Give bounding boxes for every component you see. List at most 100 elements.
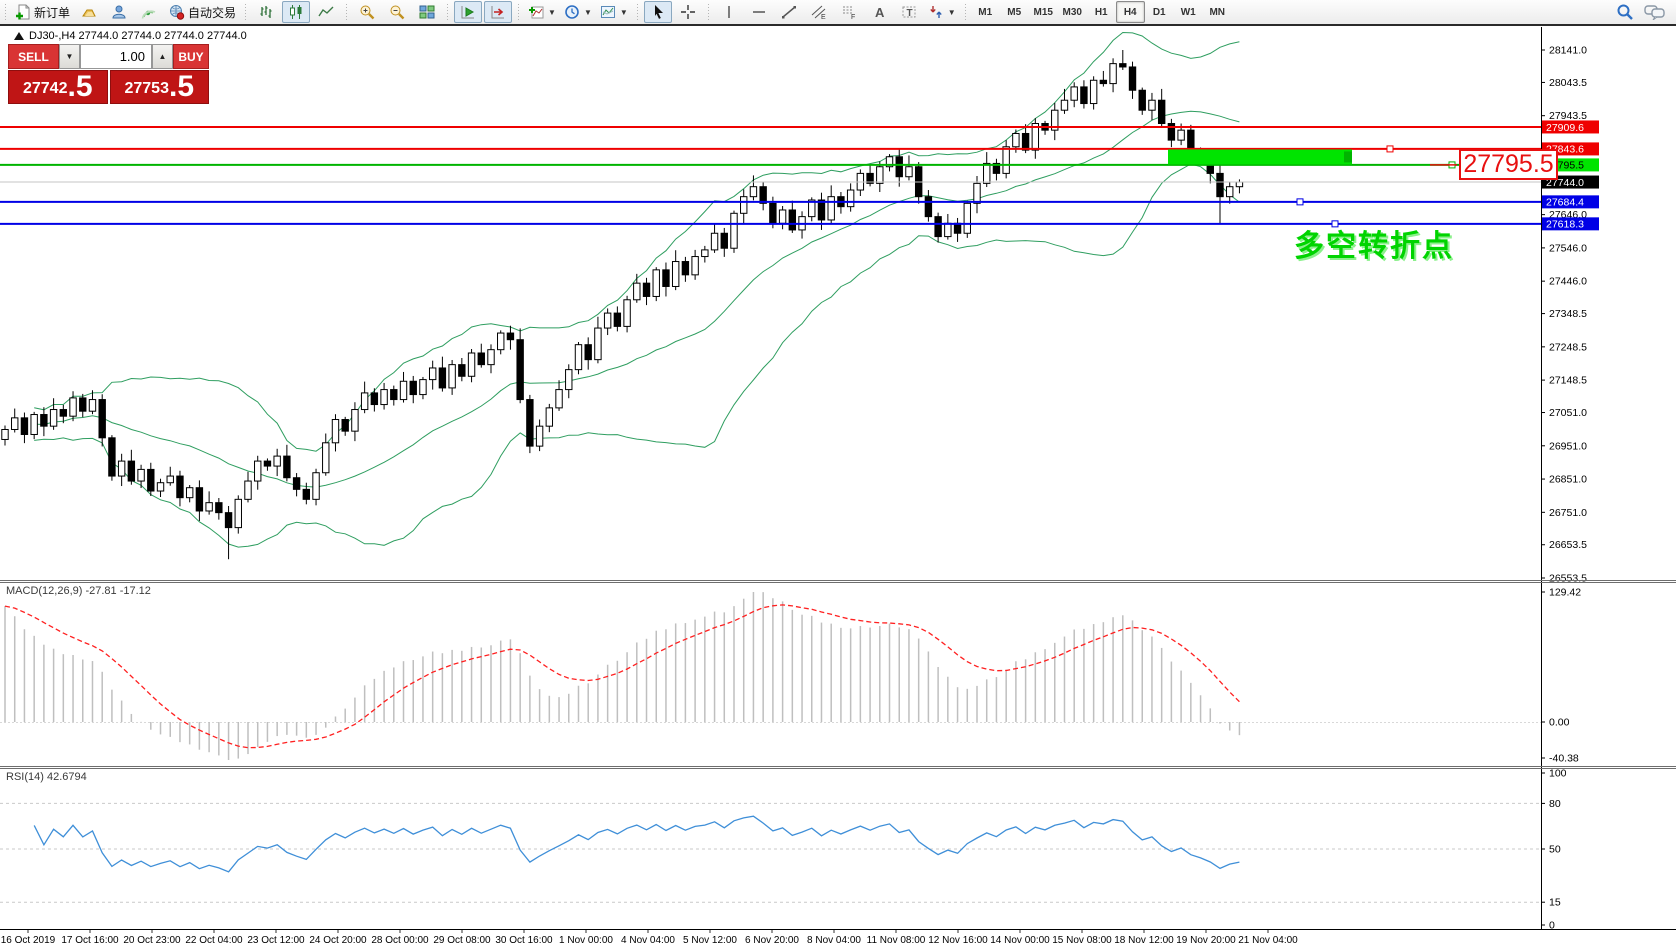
navigator-button[interactable] [105,1,133,23]
zoom-in-button[interactable] [353,1,381,23]
line-handle [1331,220,1339,228]
terminal-icon [141,10,156,19]
svg-text:27909.6: 27909.6 [1546,122,1584,134]
line-chart-button[interactable] [312,1,340,23]
candle-chart-button[interactable] [282,1,311,23]
price-callout-label[interactable]: 27795.5 [1459,149,1558,180]
market-watch-button[interactable] [75,1,103,23]
vertical-line-button[interactable] [715,1,743,23]
auto-scroll-button[interactable] [454,1,483,23]
tab-mn[interactable]: MN [1209,6,1225,18]
channel-icon: E [811,5,826,20]
tab-w1[interactable]: W1 [1180,6,1196,18]
indicators-button[interactable]: ▼ [525,1,559,23]
autotrading-icon [170,5,185,20]
text-label-button[interactable]: T [895,1,923,23]
hline-objects [0,125,1541,228]
green-highlight-rectangle [1168,149,1352,165]
trendline-button[interactable] [775,1,803,23]
volume-input[interactable]: 1.00 [80,44,152,69]
channel-button[interactable]: E [805,1,833,23]
symbol-arrow-icon [14,32,24,40]
zoom-out-button[interactable] [383,1,411,23]
crosshair-icon [680,5,695,19]
chevron-down-icon: ▼ [947,7,956,17]
fibonacci-button[interactable]: F [835,1,863,23]
svg-text:11 Nov 08:00: 11 Nov 08:00 [867,935,926,946]
svg-text:-40.38: -40.38 [1549,753,1579,765]
horizontal-line-button[interactable] [745,1,773,23]
svg-text:15: 15 [1549,897,1561,909]
svg-text:17 Oct 16:00: 17 Oct 16:00 [61,935,119,946]
toolbar-grip [634,4,640,20]
svg-text:27618.3: 27618.3 [1546,219,1584,231]
clock-icon [565,5,579,19]
chart-shift-button[interactable] [484,1,513,23]
buy-price-button[interactable]: 27753.5 [109,70,209,104]
autotrading-button[interactable]: 自动交易 [165,1,239,23]
search-icon[interactable] [1616,3,1634,21]
buy-button[interactable]: BUY [173,44,209,69]
svg-text:5 Nov 12:00: 5 Nov 12:00 [683,935,737,946]
svg-text:50: 50 [1549,844,1561,856]
tab-m15[interactable]: M15 [1033,6,1053,18]
chevron-down-icon: ▼ [583,7,592,17]
terminal-button[interactable] [135,1,163,23]
svg-text:129.42: 129.42 [1549,587,1581,599]
chart-annotation-text[interactable]: 多空转折点 [1294,230,1454,263]
buy-price-pips: .5 [168,70,195,103]
periods-button[interactable]: ▼ [561,1,595,23]
toolbar-grip [962,4,968,20]
svg-text:4 Nov 04:00: 4 Nov 04:00 [621,935,675,946]
autotrading-label: 自动交易 [188,5,237,20]
candle-chart-icon [290,5,302,19]
candles-group [1,50,1244,560]
svg-text:1 Nov 00:00: 1 Nov 00:00 [559,935,613,946]
svg-text:23 Oct 12:00: 23 Oct 12:00 [247,935,305,946]
svg-text:14 Nov 00:00: 14 Nov 00:00 [990,935,1050,946]
tile-windows-icon [419,5,435,19]
trendline-icon [781,6,796,19]
tab-m5[interactable]: M5 [1007,6,1022,18]
cursor-button[interactable] [643,1,672,23]
sell-price-button[interactable]: 27742.5 [8,70,108,104]
chart-ohlc-title: DJ30-,H4 27744.0 27744.0 27744.0 27744.0 [14,30,247,42]
market-watch-icon [82,9,96,17]
tile-windows-button[interactable] [413,1,441,23]
rsi-indicator-label: RSI(14) 42.6794 [6,771,87,783]
volume-up-button[interactable]: ▲ [152,44,173,69]
toolbar-grip [705,4,711,20]
tab-h4[interactable]: H4 [1115,1,1145,23]
tab-h1[interactable]: H1 [1094,6,1108,18]
sell-button[interactable]: SELL [8,44,59,69]
new-order-button[interactable]: 新订单 [12,1,73,23]
toolbar-grip [243,4,249,20]
volume-down-button[interactable]: ▼ [59,44,80,69]
one-click-trade-panel: SELL ▼ 1.00 ▲ BUY 27742.5 27753.5 [8,44,209,104]
tab-m1[interactable]: M1 [978,6,993,18]
svg-text:26653.5: 26653.5 [1549,539,1587,551]
tab-d1[interactable]: D1 [1152,6,1166,18]
svg-text:0.00: 0.00 [1549,717,1570,729]
svg-text:0: 0 [1549,920,1555,932]
svg-text:A: A [875,5,885,20]
sell-price-pips: .5 [67,70,93,103]
svg-text:27348.5: 27348.5 [1549,308,1587,320]
svg-text:26951.0: 26951.0 [1549,440,1587,452]
svg-text:19 Nov 20:00: 19 Nov 20:00 [1176,935,1236,946]
line-handle [1296,198,1304,206]
crosshair-button[interactable] [674,1,702,23]
toolbar-grip [3,4,8,20]
svg-text:21 Nov 04:00: 21 Nov 04:00 [1238,935,1298,946]
arrows-button[interactable]: ▼ [925,1,959,23]
templates-button[interactable]: ▼ [597,1,631,23]
tab-m30[interactable]: M30 [1062,6,1082,18]
fibonacci-icon: F [842,6,855,20]
svg-text:27148.5: 27148.5 [1549,375,1587,387]
chat-icon[interactable] [1644,4,1666,20]
svg-text:100: 100 [1549,768,1567,780]
chevron-down-icon: ▼ [619,7,628,17]
text-button[interactable]: A [865,1,893,23]
bar-chart-button[interactable] [252,1,280,23]
